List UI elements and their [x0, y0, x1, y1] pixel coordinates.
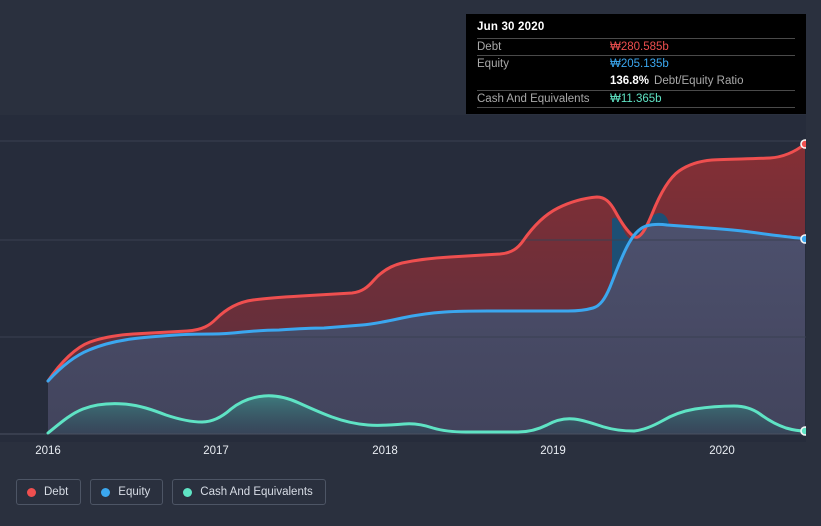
legend-label-debt: Debt	[44, 486, 69, 498]
tooltip-ratio-value: 136.8%	[610, 74, 650, 87]
legend-dot-debt-icon	[27, 487, 36, 497]
tooltip-row-ratio: 136.8% Debt/Equity Ratio	[477, 72, 795, 89]
legend-item-cash[interactable]: Cash And Equivalents	[172, 479, 326, 505]
cash-endpoint-marker	[800, 426, 806, 436]
tooltip-debt-value: ₩280.585b	[610, 41, 669, 54]
x-tick-0: 2016	[35, 445, 61, 457]
plot-area	[0, 115, 821, 442]
tooltip-bottom-divider	[477, 106, 795, 108]
chart-tooltip: Jun 30 2020 Debt ₩280.585b Equity ₩205.1…	[466, 14, 806, 114]
tooltip-cash-label: Cash And Equivalents	[477, 92, 590, 105]
legend-label-cash: Cash And Equivalents	[200, 486, 313, 498]
equity-over-debt-region	[612, 213, 669, 287]
tooltip-debt-label: Debt	[477, 41, 502, 54]
chart-legend: Debt Equity Cash And Equivalents	[16, 479, 326, 505]
tooltip-ratio-label: Debt/Equity Ratio	[654, 74, 744, 87]
chart-svg	[0, 115, 806, 442]
tooltip-cash-value: ₩11.365b	[610, 92, 662, 105]
tooltip-equity-value: ₩205.135b	[610, 58, 669, 71]
x-tick-1: 2017	[203, 445, 229, 457]
legend-item-equity[interactable]: Equity	[90, 479, 164, 505]
legend-label-equity: Equity	[118, 486, 151, 498]
tooltip-row-debt: Debt ₩280.585b	[477, 38, 795, 55]
legend-dot-equity-icon	[101, 487, 111, 497]
legend-dot-cash-icon	[183, 487, 193, 497]
tooltip-equity-label: Equity	[477, 58, 509, 71]
debt-endpoint-marker	[800, 139, 806, 149]
x-axis: 2016 2017 2018 2019 2020	[0, 445, 821, 465]
x-tick-4: 2020	[709, 445, 735, 457]
equity-area	[48, 224, 805, 434]
cash-line	[46, 394, 806, 435]
equity-line	[46, 222, 806, 383]
tooltip-row-equity: Equity ₩205.135b	[477, 55, 795, 72]
debt-line	[46, 142, 806, 383]
x-tick-2: 2018	[372, 445, 398, 457]
tooltip-row-cash: Cash And Equivalents ₩11.365b	[477, 89, 795, 107]
tooltip-date: Jun 30 2020	[477, 21, 545, 33]
x-tick-3: 2019	[540, 445, 566, 457]
legend-item-debt[interactable]: Debt	[16, 479, 82, 505]
equity-endpoint-marker	[800, 234, 806, 244]
